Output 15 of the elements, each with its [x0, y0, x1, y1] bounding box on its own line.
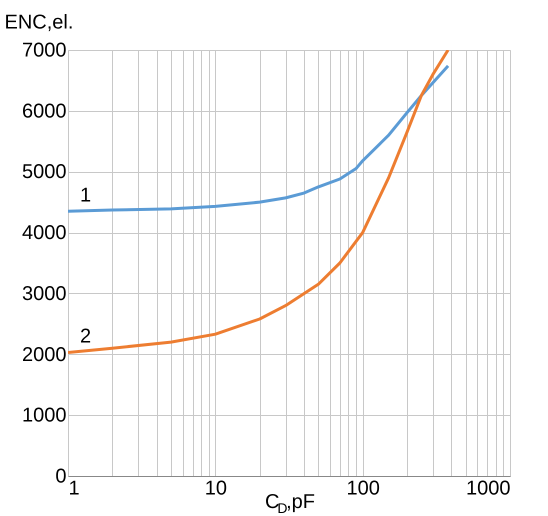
x-tick-label: 1000	[466, 478, 510, 500]
series-label: 1	[80, 184, 92, 206]
y-tick-label: 6000	[22, 100, 66, 122]
x-tick-label: 1	[68, 478, 80, 500]
y-tick-label: 5000	[22, 161, 66, 184]
y-tick-label: 2000	[22, 344, 66, 366]
series-label: 2	[80, 325, 92, 348]
y-tick-label: 7000	[22, 40, 66, 62]
x-tick-label: 100	[346, 478, 380, 500]
y-tick-label: 3000	[22, 282, 66, 305]
x-tick-label: 10	[204, 478, 227, 500]
y-axis-title: ENC,el.	[4, 12, 74, 34]
y-tick-label: 1000	[22, 404, 66, 427]
y-tick-label: 0	[55, 466, 66, 488]
y-tick-label: 4000	[22, 222, 66, 244]
